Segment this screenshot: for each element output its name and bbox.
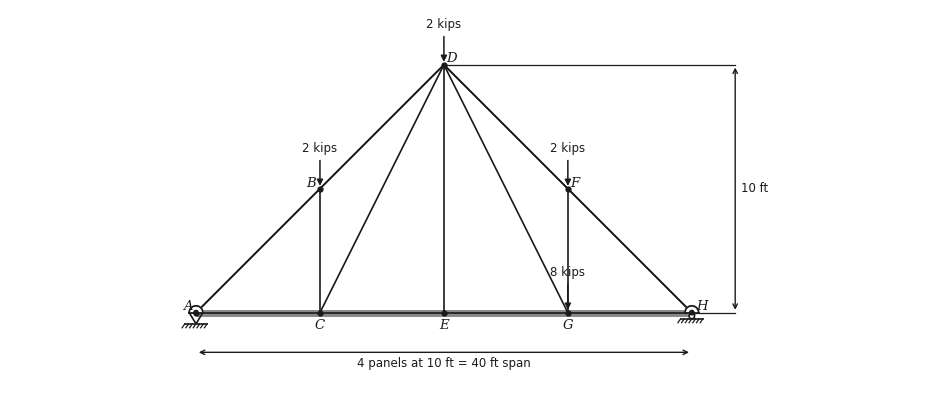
Text: 4 panels at 10 ft = 40 ft span: 4 panels at 10 ft = 40 ft span: [357, 357, 531, 370]
Text: D: D: [446, 52, 457, 65]
Circle shape: [193, 310, 198, 315]
Text: 2 kips: 2 kips: [550, 142, 586, 154]
Text: G: G: [562, 318, 574, 331]
Text: A: A: [182, 300, 192, 313]
Text: H: H: [696, 300, 708, 313]
Text: B: B: [306, 177, 316, 190]
Text: C: C: [314, 318, 325, 331]
Text: 2 kips: 2 kips: [426, 18, 462, 30]
Text: 2 kips: 2 kips: [302, 142, 338, 154]
Text: 10 ft: 10 ft: [742, 182, 769, 195]
Circle shape: [689, 313, 695, 319]
Text: E: E: [439, 318, 449, 331]
Text: F: F: [571, 177, 580, 190]
Text: 8 kips: 8 kips: [550, 266, 586, 278]
Circle shape: [689, 310, 694, 315]
Polygon shape: [190, 306, 203, 313]
Polygon shape: [685, 306, 698, 313]
